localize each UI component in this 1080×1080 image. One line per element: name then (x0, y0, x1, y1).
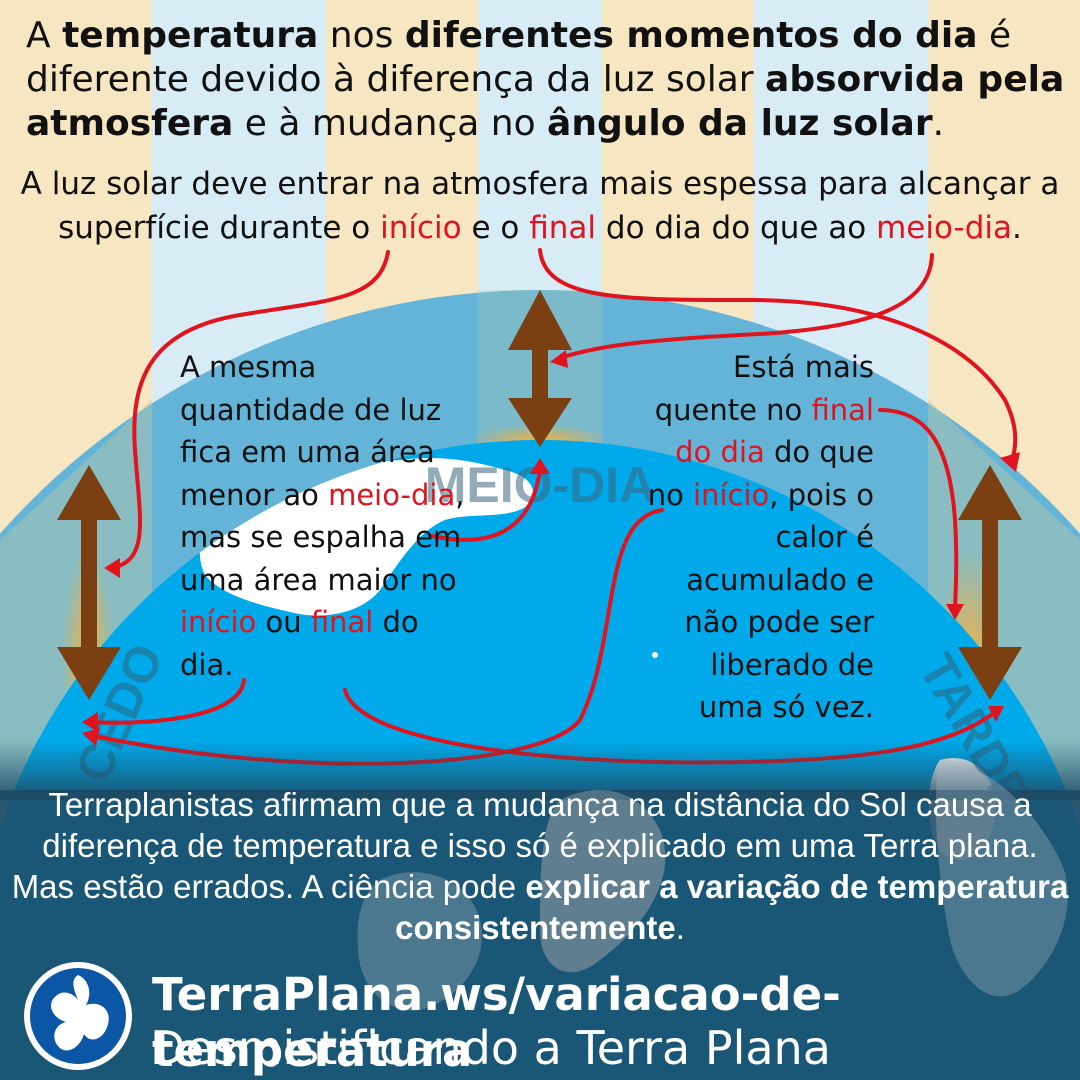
claim-segment: explicar a variação de temperatura consi… (395, 868, 1069, 946)
right-note-segment: Está mais quente no (654, 350, 874, 427)
headline-segment: temperatura (62, 15, 319, 56)
left-note-segment: do dia. (180, 605, 419, 682)
double-headed-arrow-icon (958, 465, 1022, 700)
double-headed-arrow-icon (508, 290, 572, 447)
headline-segment: e à mudança no (233, 103, 548, 144)
left-note-segment: , mas se espalha em uma área maior no (180, 477, 465, 597)
explanation-segment: início (380, 210, 462, 246)
site-tagline: Desmistificando a Terra Plana (150, 1021, 831, 1075)
left-note-segment: A mesma quantidade de luz fica em uma ár… (180, 350, 442, 512)
right-note-segment: , pois o calor é acumulado e não pode se… (684, 477, 874, 725)
headline-segment: A (26, 15, 63, 56)
double-headed-arrow-icon (57, 465, 121, 700)
explanation-segment: e o (461, 210, 530, 246)
claim-segment: Terraplanistas afirmam que a mudança na … (11, 786, 1038, 905)
right-note-segment: início (693, 477, 770, 512)
explanation-text: A luz solar deve entrar na atmosfera mai… (10, 162, 1070, 250)
right-note-segment: final do dia (675, 392, 874, 470)
explanation-segment: . (1012, 210, 1022, 246)
explanation-segment: A luz solar deve entrar na atmosfera mai… (20, 166, 1060, 246)
headline-segment: é diferente devido à diferença da luz so… (26, 15, 1012, 100)
site-url[interactable]: TerraPlana.ws/variacao-de-temperatura (152, 968, 841, 1077)
explanation-segment: meio-dia (876, 210, 1013, 246)
headline-segment: . (932, 103, 945, 144)
flat-earth-claim-text: Terraplanistas afirmam que a mudança na … (10, 784, 1070, 948)
headline: A temperatura nos diferentes momentos do… (26, 14, 1066, 146)
flat-earth-map-icon (24, 962, 132, 1070)
left-note-segment: final (310, 605, 374, 639)
headline-segment: ângulo da luz solar (547, 103, 933, 144)
thickness-arrows (57, 290, 1022, 700)
bottom-overlay (0, 790, 1080, 1080)
callout-arrows (88, 248, 1018, 766)
left-note: A mesma quantidade de luz fica em uma ár… (180, 346, 480, 686)
right-note-segment: do que no (647, 435, 874, 512)
headline-segment: diferentes momentos do dia (404, 15, 978, 56)
callout-arrowheads (82, 350, 1020, 746)
explanation-segment: final (529, 210, 597, 246)
headline-segment: absorvida pela atmosfera (26, 59, 1065, 144)
claim-segment: . (675, 909, 685, 946)
left-note-segment: meio-dia (328, 477, 456, 512)
explanation-segment: do dia do que ao (596, 210, 877, 246)
right-note: Está mais quente no final do dia do que … (640, 346, 874, 729)
left-note-segment: ou (256, 605, 311, 639)
headline-segment: nos (318, 15, 405, 56)
overlay-continents (357, 760, 1068, 1011)
left-note-segment: início (180, 605, 257, 639)
